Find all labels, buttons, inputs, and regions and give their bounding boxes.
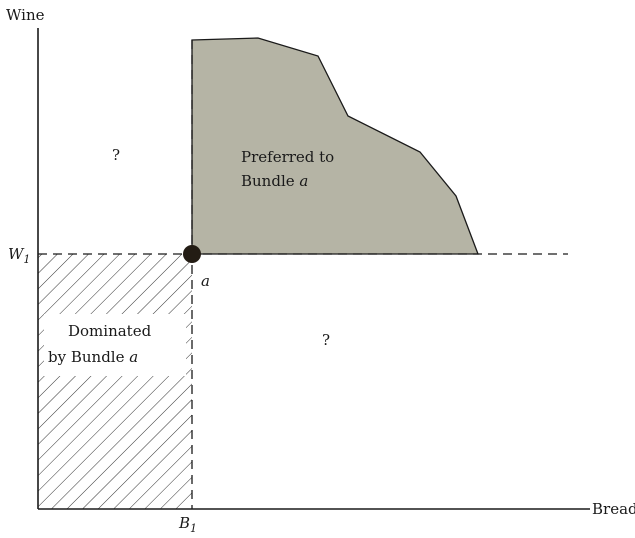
unknown-bottom-right-mark: ? [322, 331, 330, 349]
w1-label: W1 [8, 245, 30, 266]
w1-subscript: 1 [23, 253, 30, 266]
bundle-a-point [183, 245, 201, 263]
b1-letter: B [178, 514, 190, 532]
dominated-label-line1: Dominated [68, 322, 152, 340]
preferred-label-line2: Bundle a [241, 172, 308, 190]
unknown-top-left-mark: ? [112, 146, 120, 164]
preferred-label-bundle: Bundle [241, 172, 295, 190]
dominated-region [38, 254, 192, 509]
preferred-region [191, 37, 479, 255]
b1-subscript: 1 [190, 522, 197, 535]
w1-letter: W [8, 245, 25, 263]
bundle-a-label: a [201, 272, 210, 290]
preferred-label-line1: Preferred to [241, 148, 334, 166]
dominated-label-italic-a: a [129, 348, 138, 366]
x-axis-label: Bread [592, 500, 635, 518]
y-axis-label: Wine [6, 6, 45, 24]
dominated-label-bundle: by Bundle [48, 348, 125, 366]
b1-label: B1 [178, 514, 197, 535]
preferred-label-italic-a: a [299, 172, 308, 190]
dominated-label-background [44, 314, 186, 376]
dominated-label-line2: by Bundle a [48, 348, 138, 366]
